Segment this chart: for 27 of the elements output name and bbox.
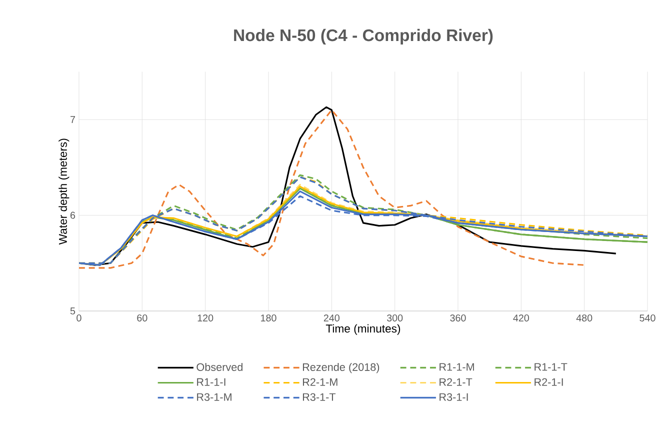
x-tick-label: 0 xyxy=(76,314,82,322)
legend-label: R1-1-I xyxy=(197,378,226,386)
x-tick-label: 360 xyxy=(450,314,466,322)
y-tick-label: 6 xyxy=(70,212,76,219)
x-tick-label: 480 xyxy=(576,314,592,322)
legend-label: R1-1-M xyxy=(440,363,474,371)
x-tick-label: 540 xyxy=(640,314,656,322)
legend-label: R3-1-I xyxy=(440,393,468,401)
x-tick-label: 420 xyxy=(513,314,529,322)
legend-label: R3-1-T xyxy=(302,393,336,401)
legend-label: R2-1-T xyxy=(440,378,472,386)
legend-label: Observed xyxy=(196,363,242,371)
y-axis-title: Water depth (meters) xyxy=(58,138,70,245)
x-tick-label: 120 xyxy=(198,314,214,322)
x-axis-title: Time (minutes) xyxy=(326,324,400,335)
x-tick-label: 60 xyxy=(137,314,148,322)
legend-label: R3-1-M xyxy=(197,393,232,401)
legend-label: Rezende (2018) xyxy=(302,363,380,374)
legend-label: R1-1-T xyxy=(534,363,568,371)
chart-title: Node N-50 (C4 - Comprido River) xyxy=(234,28,493,45)
y-tick-label: 5 xyxy=(70,308,76,314)
x-tick-label: 240 xyxy=(324,314,340,322)
y-tick-label: 7 xyxy=(70,116,75,124)
x-tick-label: 180 xyxy=(261,314,276,322)
legend-label: R2-1-I xyxy=(534,378,563,386)
legend-label: R2-1-M xyxy=(302,378,338,386)
x-tick-label: 300 xyxy=(386,314,403,322)
